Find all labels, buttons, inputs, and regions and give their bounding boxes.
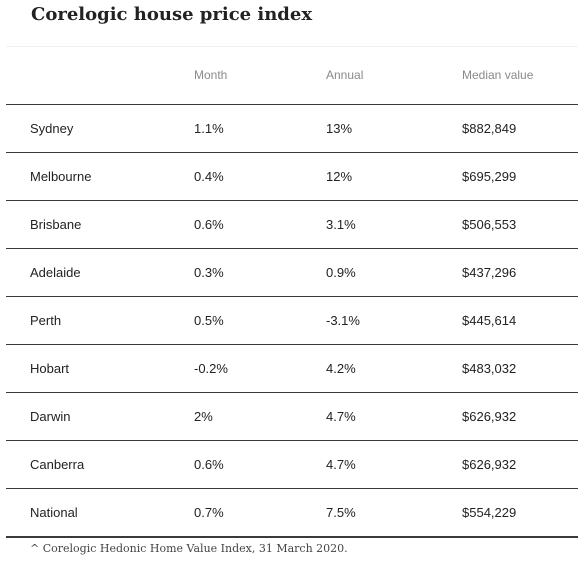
column-header-annual: Annual: [326, 68, 364, 82]
median-value-cell: $445,614: [462, 313, 517, 328]
city-cell: Sydney: [30, 121, 74, 136]
median-value-cell: $882,849: [462, 121, 517, 136]
annual-cell: 13%: [326, 121, 353, 136]
month-cell: 0.3%: [194, 265, 224, 280]
annual-cell: 12%: [326, 169, 353, 184]
month-cell: 0.4%: [194, 169, 224, 184]
table-row: Adelaide 0.3% 0.9% $437,296: [6, 249, 578, 297]
annual-cell: 0.9%: [326, 265, 356, 280]
city-cell: Hobart: [30, 361, 70, 376]
table-row: Sydney 1.1% 13% $882,849: [6, 105, 578, 153]
city-cell: National: [30, 505, 78, 520]
median-value-cell: $626,932: [462, 457, 517, 472]
source-footnote: ^ Corelogic Hedonic Home Value Index, 31…: [30, 542, 348, 555]
median-value-cell: $506,553: [462, 217, 517, 232]
column-header-month: Month: [194, 68, 228, 82]
month-cell: 0.7%: [194, 505, 224, 520]
annual-cell: 4.2%: [326, 361, 356, 376]
city-cell: Melbourne: [30, 169, 92, 184]
table-header-row: Month Annual Median value: [6, 46, 578, 105]
page-title: Corelogic house price index: [31, 4, 313, 25]
table-row: National 0.7% 7.5% $554,229: [6, 489, 578, 538]
month-cell: 2%: [194, 409, 213, 424]
city-cell: Darwin: [30, 409, 71, 424]
annual-cell: 4.7%: [326, 409, 356, 424]
median-value-cell: $437,296: [462, 265, 517, 280]
city-cell: Brisbane: [30, 217, 82, 232]
month-cell: 1.1%: [194, 121, 224, 136]
table-row: Perth 0.5% -3.1% $445,614: [6, 297, 578, 345]
table-row: Darwin 2% 4.7% $626,932: [6, 393, 578, 441]
city-cell: Perth: [30, 313, 62, 328]
table-row: Hobart -0.2% 4.2% $483,032: [6, 345, 578, 393]
median-value-cell: $483,032: [462, 361, 517, 376]
month-cell: 0.6%: [194, 217, 224, 232]
month-cell: -0.2%: [194, 361, 228, 376]
annual-cell: 4.7%: [326, 457, 356, 472]
price-index-table: Month Annual Median value Sydney 1.1% 13…: [6, 46, 578, 538]
median-value-cell: $554,229: [462, 505, 517, 520]
annual-cell: -3.1%: [326, 313, 360, 328]
table-row: Canberra 0.6% 4.7% $626,932: [6, 441, 578, 489]
table-row: Brisbane 0.6% 3.1% $506,553: [6, 201, 578, 249]
table-row: Melbourne 0.4% 12% $695,299: [6, 153, 578, 201]
city-cell: Adelaide: [30, 265, 81, 280]
month-cell: 0.6%: [194, 457, 224, 472]
month-cell: 0.5%: [194, 313, 224, 328]
annual-cell: 7.5%: [326, 505, 356, 520]
column-header-median-value: Median value: [462, 68, 534, 82]
median-value-cell: $695,299: [462, 169, 517, 184]
annual-cell: 3.1%: [326, 217, 356, 232]
median-value-cell: $626,932: [462, 409, 517, 424]
city-cell: Canberra: [30, 457, 85, 472]
